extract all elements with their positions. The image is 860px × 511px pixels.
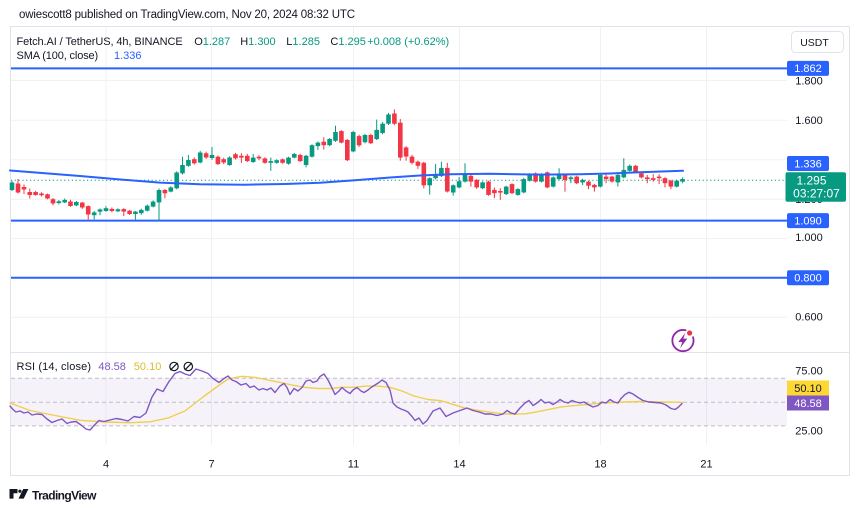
svg-text:USDT: USDT [800,37,829,49]
svg-text:50.10: 50.10 [134,361,162,373]
svg-text:1.090: 1.090 [794,215,822,227]
svg-text:25.00: 25.00 [795,425,823,437]
svg-text:owiescott8 published on Tradin: owiescott8 published on TradingView.com,… [19,9,355,21]
svg-text:0.800: 0.800 [794,273,822,285]
svg-text:1.336: 1.336 [114,50,142,62]
svg-text:1.862: 1.862 [794,63,822,75]
svg-text:50.10: 50.10 [794,383,822,395]
svg-text:75.00: 75.00 [795,365,823,377]
svg-text:+0.008 (+0.62%): +0.008 (+0.62%) [367,36,449,48]
svg-text:7: 7 [208,459,214,471]
svg-text:0.600: 0.600 [795,311,823,323]
svg-text:1.295: 1.295 [796,174,826,188]
svg-text:48.58: 48.58 [98,361,126,373]
svg-text:14: 14 [453,459,465,471]
svg-text:SMA (100, close): SMA (100, close) [17,50,99,62]
svg-text:1.800: 1.800 [795,75,823,87]
svg-text:L1.285: L1.285 [286,36,320,48]
svg-text:1.000: 1.000 [795,232,823,244]
svg-text:18: 18 [594,459,606,471]
svg-text:11: 11 [348,459,359,471]
svg-text:H1.300: H1.300 [240,36,275,48]
svg-text:1.600: 1.600 [795,115,823,127]
svg-text:03:27:07: 03:27:07 [793,187,840,201]
svg-text:Fetch.AI / TetherUS, 4h, BINAN: Fetch.AI / TetherUS, 4h, BINANCE [17,36,183,48]
svg-text:RSI (14, close): RSI (14, close) [17,361,92,373]
svg-text:1.336: 1.336 [794,158,822,170]
svg-text:TradingView: TradingView [32,489,97,503]
svg-text:21: 21 [700,459,712,471]
svg-text:O1.287: O1.287 [194,36,230,48]
svg-text:48.58: 48.58 [794,398,822,410]
svg-text:4: 4 [103,459,109,471]
svg-text:C1.295: C1.295 [330,36,365,48]
